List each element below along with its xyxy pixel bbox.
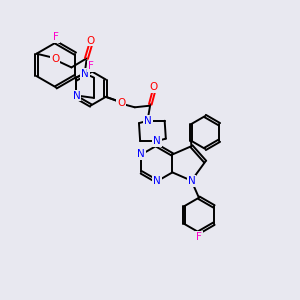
Text: N: N bbox=[144, 116, 152, 126]
Text: O: O bbox=[117, 98, 125, 108]
Text: O: O bbox=[87, 36, 95, 46]
Text: O: O bbox=[150, 82, 158, 92]
Text: F: F bbox=[196, 232, 202, 242]
Text: N: N bbox=[73, 91, 80, 100]
Text: N: N bbox=[81, 69, 89, 79]
Text: N: N bbox=[153, 176, 161, 186]
Text: N: N bbox=[153, 136, 161, 146]
Text: F: F bbox=[53, 32, 59, 42]
Text: N: N bbox=[188, 176, 195, 186]
Text: F: F bbox=[88, 61, 94, 71]
Text: O: O bbox=[51, 54, 59, 64]
Text: N: N bbox=[137, 149, 145, 160]
